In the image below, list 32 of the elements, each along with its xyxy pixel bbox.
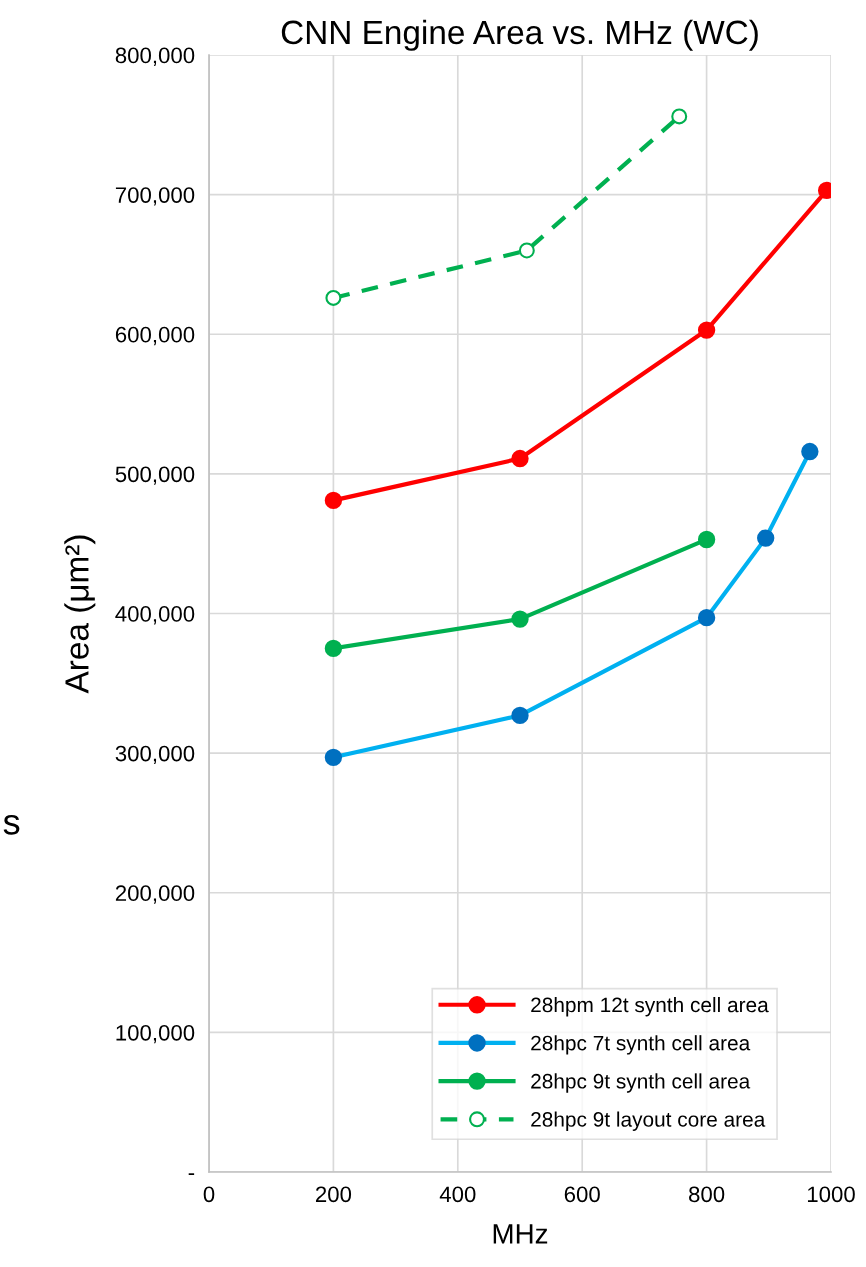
x-tick-label: 600 [564,1186,600,1203]
legend-label: 28hpc 9t synth cell area [531,1073,751,1093]
point [511,449,529,468]
y-tick-label: 500,000 [115,466,195,485]
x-tick-label: 400 [439,1186,476,1203]
y-tick-label: 200,000 [115,885,195,904]
legend-label: 28hpc 7t synth cell area [531,1035,751,1055]
y-tick-label: 400,000 [115,606,195,625]
x-axis-title: MHz [493,1224,548,1244]
chart-title: CNN Engine Area vs. MHz (WC) [281,19,758,51]
point [697,321,716,339]
legend-label: 28hpc 9t layout core area [531,1111,766,1131]
point [511,610,529,628]
text: s [3,814,20,835]
point [325,289,342,306]
y-tick-label: 100,000 [116,1024,195,1044]
point [518,242,535,259]
y-tick-label: 800,000 [115,47,195,66]
x-tick-label: 1000 [807,1186,855,1203]
x-tick-label: 800 [689,1186,725,1203]
point [324,639,343,658]
y-tick-label: - [188,1173,195,1176]
y-tick-label: 700,000 [115,187,195,206]
x-tick-label: 0 [203,1186,215,1203]
legend-label: 28hpm 12t synth cell area [531,996,769,1017]
point [324,491,343,510]
y-tick-label: 300,000 [115,745,195,765]
x-tick-label: 200 [315,1186,352,1203]
y-axis-title: Area (μm²) [64,535,96,694]
point [671,108,688,125]
point [697,530,716,549]
y-tick-label: 600,000 [115,326,195,346]
